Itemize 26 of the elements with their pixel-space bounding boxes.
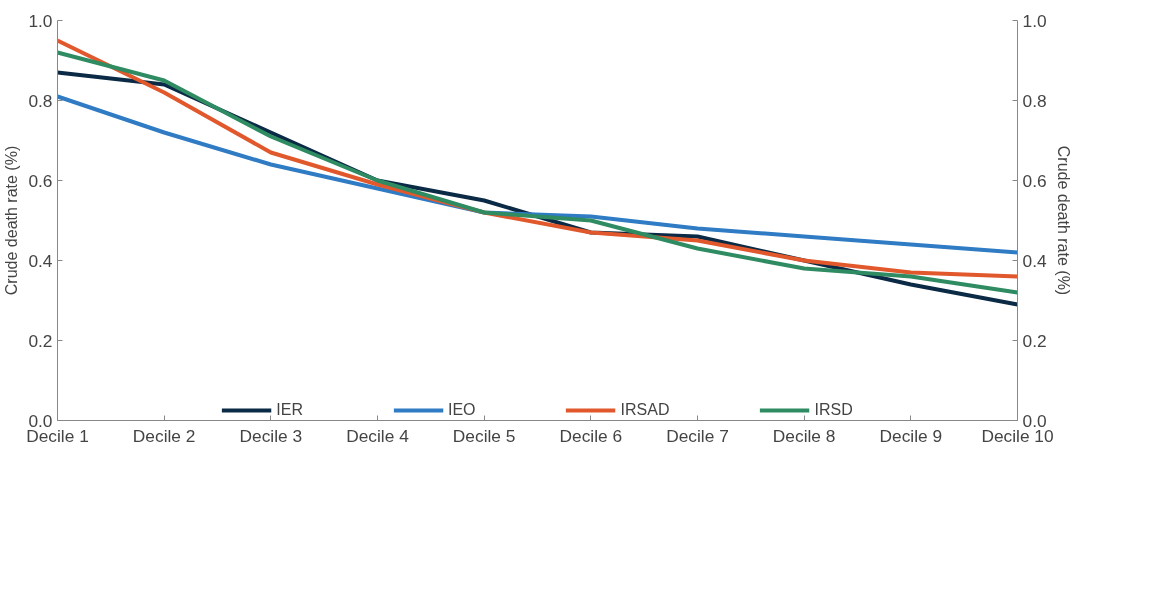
- y2-axis-title: Crude death rate (%): [1054, 145, 1072, 296]
- x-tick-label: Decile 9: [879, 425, 943, 446]
- legend-label: IEO: [447, 401, 476, 419]
- y-tick-label: 0.6: [28, 170, 53, 191]
- x-tick-label: Decile 7: [666, 425, 729, 446]
- x-tick-label: Decile 4: [346, 425, 410, 446]
- y2-tick-label: 0.8: [1022, 90, 1047, 111]
- x-tick-label: Decile 6: [559, 425, 623, 446]
- legend-label: IER: [276, 401, 303, 419]
- y-tick-label: 0.0: [28, 410, 53, 431]
- y-axis-title: Crude death rate (%): [3, 145, 21, 296]
- x-tick-label: Decile 3: [239, 425, 303, 446]
- y2-tick-label: 0.4: [1022, 250, 1047, 271]
- legend-label: IRSD: [814, 401, 853, 419]
- x-tick-label: Decile 5: [452, 425, 516, 446]
- y-tick-label: 0.8: [28, 90, 53, 111]
- y2-tick-label: 0.0: [1022, 410, 1047, 431]
- legend-label: IRSAD: [620, 401, 670, 419]
- x-tick-label: Decile 8: [772, 425, 836, 446]
- y-tick-label: 0.4: [28, 250, 53, 271]
- x-tick-label: Decile 2: [132, 425, 196, 446]
- y2-tick-label: 0.2: [1022, 330, 1047, 351]
- y2-tick-label: 1.0: [1022, 10, 1047, 31]
- y-tick-label: 0.2: [28, 330, 53, 351]
- y-tick-label: 1.0: [28, 10, 53, 31]
- y2-tick-label: 0.6: [1022, 170, 1047, 191]
